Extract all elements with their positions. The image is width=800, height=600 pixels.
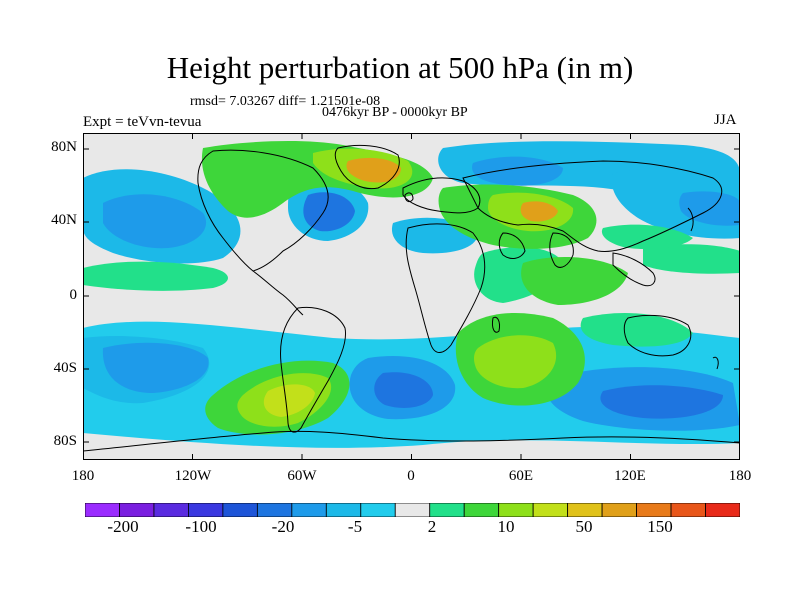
- coast-antarctica: [83, 430, 740, 452]
- field-teal-atlantic-midlat: [83, 261, 228, 291]
- field-yellow-south-america: [263, 384, 315, 417]
- coast-greenland: [334, 144, 400, 190]
- map-frame: [83, 133, 740, 460]
- colorbar-swatch: [498, 503, 534, 517]
- colorbar-swatch: [119, 503, 155, 517]
- colorbar-label-neg100: -100: [185, 517, 217, 536]
- colorbar-swatch: [188, 503, 224, 517]
- colorbar-swatch: [360, 503, 396, 517]
- coast-central-america: [252, 270, 304, 316]
- colorbar-swatch: [532, 503, 569, 517]
- colorbar-swatch: [325, 503, 362, 517]
- colorbar-label-150: 150: [647, 517, 673, 536]
- colorbar-swatch: [394, 503, 431, 517]
- field-teal-australia: [580, 313, 693, 347]
- field-deepblue-siberia: [472, 156, 563, 186]
- coast-africa: [405, 223, 486, 353]
- x-tick-120w: 120W: [174, 468, 212, 484]
- coast-asia: [462, 160, 723, 252]
- coast-japan: [687, 207, 694, 232]
- contour-map: [83, 133, 740, 460]
- y-tick-40n: 40N: [51, 212, 77, 228]
- experiment-label: Expt = teVvn-tevua: [83, 114, 202, 130]
- field-yellowgreen-indian-ocean: [474, 335, 557, 389]
- colorbar-swatch: [705, 503, 740, 517]
- coast-uk: [404, 192, 414, 203]
- period-line: 0476kyr BP - 0000kyr BP: [322, 105, 468, 120]
- field-orange-greenland: [346, 157, 401, 183]
- coast-new-zealand: [712, 356, 719, 370]
- colorbar-swatch: [463, 503, 500, 517]
- coast-australia: [623, 314, 692, 357]
- colorbar-swatch: [291, 503, 327, 517]
- x-tick-120e: 120E: [614, 468, 646, 484]
- colorbar-label-neg200: -200: [107, 517, 139, 536]
- field-green-indian-ocean-north: [521, 257, 628, 305]
- stats-line: rmsd= 7.03267 diff= 1.21501e-08: [190, 94, 381, 109]
- coast-north-america: [197, 149, 329, 272]
- colorbar-label-10: 10: [497, 517, 515, 536]
- colorbar-label-2: 2: [427, 517, 437, 536]
- coastlines: [83, 144, 740, 452]
- field-teal-pacific-east: [643, 244, 740, 274]
- plot-title: Height perturbation at 500 hPa (in m): [166, 50, 634, 85]
- field-orange-europe: [520, 201, 558, 222]
- field-deepblue-south-east: [600, 385, 723, 419]
- field-deepblue-north-pacific: [103, 194, 207, 249]
- colorbar-label-50: 50: [575, 517, 593, 536]
- coast-arabia: [498, 232, 526, 259]
- y-tick-80n: 80N: [51, 139, 77, 155]
- x-tick-180-right: 180: [728, 468, 752, 484]
- field-deepblue-south-central: [374, 372, 433, 408]
- x-tick-0: 0: [407, 468, 415, 484]
- colorbar-swatch: [601, 503, 637, 517]
- field-blue-south-west: [102, 342, 209, 393]
- y-tick-0: 0: [69, 287, 78, 303]
- colorbar-swatch: [222, 503, 258, 517]
- x-tick-60e: 60E: [508, 468, 534, 484]
- colorbar-label-neg20: -20: [271, 517, 295, 536]
- colorbar-swatch: [153, 503, 189, 517]
- colorbar-swatch: [429, 503, 465, 517]
- field-teal-asia-south: [601, 224, 693, 250]
- coast-southeast-asia: [612, 252, 656, 287]
- colorbar-swatch: [636, 503, 672, 517]
- x-tick-60w: 60W: [287, 468, 317, 484]
- season-label: JJA: [714, 112, 737, 128]
- y-tick-80s: 80S: [53, 433, 77, 449]
- colorbar-swatch: [670, 503, 706, 517]
- coast-india: [549, 232, 574, 268]
- coast-south-america: [280, 306, 347, 433]
- colorbar-swatch: [256, 503, 293, 517]
- colorbar-label-neg5: -5: [347, 517, 363, 536]
- coast-madagascar: [492, 316, 500, 333]
- colorbar-swatch: [85, 503, 120, 517]
- colorbar: [85, 503, 740, 517]
- colorbar-swatch: [567, 503, 603, 517]
- x-tick-180-left: 180: [71, 468, 95, 484]
- y-tick-40s: 40S: [53, 360, 77, 376]
